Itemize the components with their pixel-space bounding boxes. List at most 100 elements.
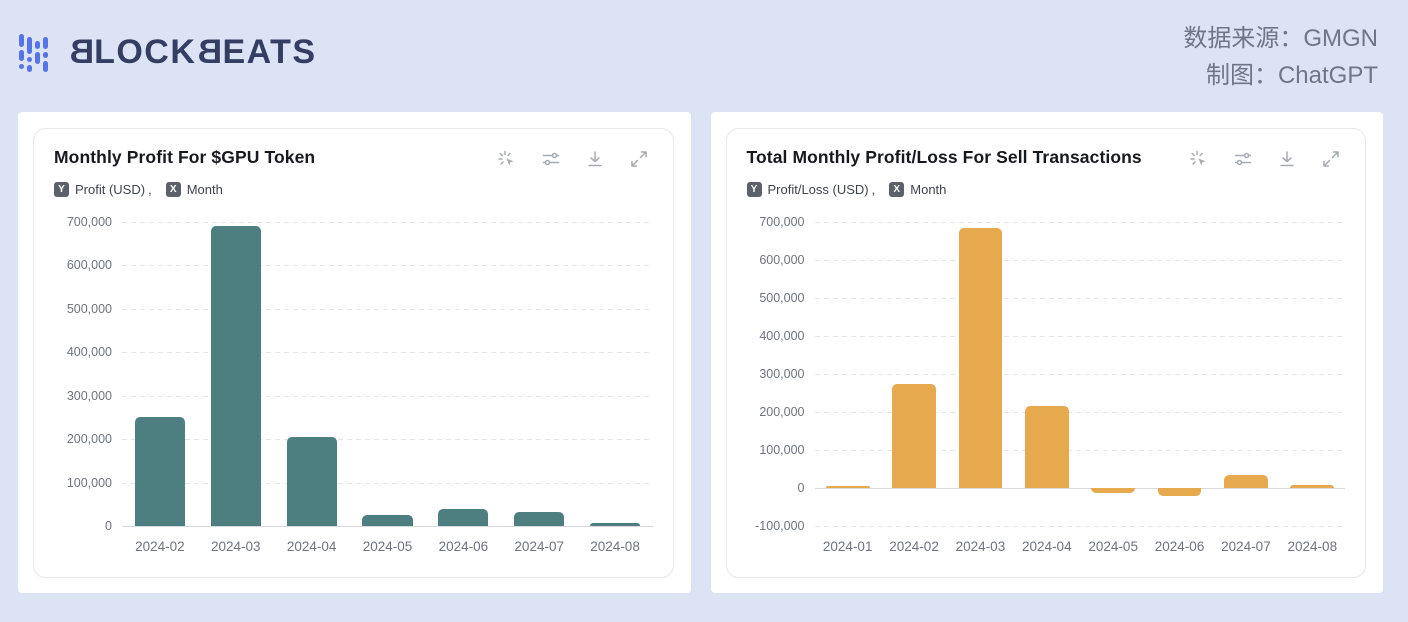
x-tick-label: 2024-05 bbox=[362, 539, 413, 554]
y-series-label: Profit/Loss (USD) bbox=[767, 182, 869, 197]
y-axis-badge: Y bbox=[746, 182, 762, 197]
y-tick-label: -100,000 bbox=[755, 519, 805, 533]
data-source-credit: 数据来源：GMGN 制图：ChatGPT bbox=[1183, 20, 1378, 94]
charts-row: Monthly Profit For $GPU Token bbox=[18, 112, 1383, 593]
gridline bbox=[122, 265, 653, 267]
download-icon[interactable] bbox=[1277, 149, 1297, 169]
bar-2024-01[interactable] bbox=[825, 486, 870, 488]
x-tick-label: 2024-06 bbox=[438, 539, 489, 554]
blockbeats-logo-text: BLOCKBEATS bbox=[68, 33, 317, 71]
zero-gridline bbox=[814, 488, 1345, 489]
bar-2024-08[interactable] bbox=[590, 522, 641, 526]
x-axis-badge: X bbox=[165, 182, 181, 197]
x-tick-label: 2024-08 bbox=[1287, 539, 1338, 554]
x-tick-label: 2024-02 bbox=[135, 539, 185, 554]
zero-gridline bbox=[122, 526, 653, 527]
gridline bbox=[122, 482, 653, 484]
y-tick-label: 600,000 bbox=[759, 253, 805, 267]
bar-2024-04[interactable] bbox=[1024, 406, 1069, 488]
x-tick-label: 2024-05 bbox=[1088, 539, 1138, 554]
x-tick-label: 2024-03 bbox=[210, 539, 261, 554]
gridline bbox=[814, 526, 1345, 527]
right-chart-card: Total Monthly Profit/Loss For Sell Trans… bbox=[725, 128, 1366, 578]
x-tick-label: 2024-03 bbox=[955, 539, 1006, 554]
bar-2024-08[interactable] bbox=[1290, 484, 1335, 488]
x-tick-label: 2024-04 bbox=[1022, 539, 1072, 554]
gridline bbox=[122, 308, 653, 310]
x-tick-label: 2024-01 bbox=[822, 539, 873, 554]
gridline bbox=[814, 260, 1345, 261]
y-tick-label: 700,000 bbox=[66, 215, 112, 229]
plot-area: 2024-02 2024-03 2024-04 2024-05 2024-06 2024-… bbox=[122, 222, 653, 554]
bar-2024-04[interactable] bbox=[286, 436, 337, 526]
left-chart-panel: Monthly Profit For $GPU Token bbox=[18, 112, 691, 593]
right-chart-toolbar bbox=[1189, 149, 1341, 169]
left-chart-card: Monthly Profit For $GPU Token bbox=[33, 128, 674, 578]
y-tick-label: 400,000 bbox=[759, 329, 805, 343]
x-tick-label: 2024-06 bbox=[1154, 539, 1205, 554]
bar-2024-05[interactable] bbox=[1091, 488, 1136, 493]
bar-2024-03[interactable] bbox=[210, 226, 261, 526]
expand-icon[interactable] bbox=[629, 149, 649, 169]
y-tick-label: 300,000 bbox=[759, 367, 805, 381]
gridline bbox=[814, 374, 1345, 375]
left-bar-chart: 2024-02 2024-03 2024-04 2024-05 2024-06 2024-… bbox=[54, 215, 653, 567]
page-header: BLOCKBEATS 数据来源：GMGN 制图：ChatGPT bbox=[0, 0, 1408, 112]
gridline bbox=[814, 298, 1345, 299]
x-tick-label: 2024-07 bbox=[1221, 539, 1271, 554]
x-tick-label: 2024-07 bbox=[514, 539, 564, 554]
y-tick-label: 300,000 bbox=[66, 388, 112, 403]
y-tick-label: 600,000 bbox=[66, 258, 112, 273]
y-tick-label: 100,000 bbox=[759, 443, 805, 457]
sliders-icon[interactable] bbox=[1233, 149, 1253, 169]
gridline bbox=[814, 336, 1345, 337]
left-chart-legend: Y Profit (USD) , X Month bbox=[54, 182, 653, 197]
blockbeats-logo: BLOCKBEATS bbox=[18, 28, 317, 76]
y-tick-label: 500,000 bbox=[66, 301, 112, 316]
y-tick-label: 700,000 bbox=[759, 215, 805, 229]
gridline bbox=[122, 352, 653, 354]
bar-2024-06[interactable] bbox=[1157, 488, 1202, 496]
bar-2024-06[interactable] bbox=[438, 508, 489, 526]
y-tick-label: 200,000 bbox=[66, 432, 112, 447]
x-axis-badge: X bbox=[889, 182, 905, 197]
source-line: 数据来源：GMGN bbox=[1183, 25, 1378, 52]
y-tick-label: 500,000 bbox=[759, 291, 805, 305]
gridline bbox=[814, 412, 1345, 413]
y-series-label: Profit (USD) bbox=[75, 182, 146, 197]
right-chart-panel: Total Monthly Profit/Loss For Sell Trans… bbox=[710, 112, 1383, 593]
x-series-label: Month bbox=[186, 182, 223, 197]
bar-2024-05[interactable] bbox=[362, 515, 413, 526]
x-tick-label: 2024-08 bbox=[590, 539, 640, 554]
bar-2024-02[interactable] bbox=[134, 416, 185, 526]
left-chart-toolbar bbox=[497, 149, 649, 169]
plot-area: 2024-01 2024-02 2024-03 2024-04 2024-05 2024-… bbox=[814, 222, 1345, 554]
gridline bbox=[814, 222, 1345, 223]
sparkle-cursor-icon[interactable] bbox=[497, 149, 517, 169]
bar-2024-07[interactable] bbox=[1224, 474, 1268, 488]
sparkle-cursor-icon[interactable] bbox=[1189, 149, 1209, 169]
x-tick-label: 2024-02 bbox=[889, 539, 939, 554]
left-chart-title: Monthly Profit For $GPU Token bbox=[54, 147, 316, 167]
gridline bbox=[814, 450, 1345, 451]
bar-2024-03[interactable] bbox=[958, 227, 1003, 488]
download-icon[interactable] bbox=[585, 149, 605, 169]
gridline bbox=[122, 222, 653, 223]
y-axis-badge: Y bbox=[54, 182, 69, 197]
bar-2024-02[interactable] bbox=[892, 383, 936, 488]
x-tick-label: 2024-04 bbox=[286, 539, 337, 554]
blockbeats-logo-icon bbox=[19, 34, 48, 72]
y-tick-label: 0 bbox=[797, 481, 805, 495]
right-chart-title: Total Monthly Profit/Loss For Sell Trans… bbox=[746, 147, 1142, 167]
y-tick-label: 200,000 bbox=[759, 405, 805, 419]
bar-2024-07[interactable] bbox=[514, 512, 565, 526]
gridline bbox=[122, 439, 653, 441]
right-chart-legend: Y Profit/Loss (USD) , X Month bbox=[746, 182, 1346, 197]
right-bar-chart: 2024-01 2024-02 2024-03 2024-04 2024-05 2024-… bbox=[747, 215, 1345, 567]
x-series-label: Month bbox=[910, 182, 947, 197]
sliders-icon[interactable] bbox=[541, 149, 561, 169]
expand-icon[interactable] bbox=[1321, 149, 1341, 169]
y-tick-label: 400,000 bbox=[66, 345, 112, 360]
gridline bbox=[122, 395, 653, 397]
y-tick-label: 100,000 bbox=[66, 475, 112, 490]
